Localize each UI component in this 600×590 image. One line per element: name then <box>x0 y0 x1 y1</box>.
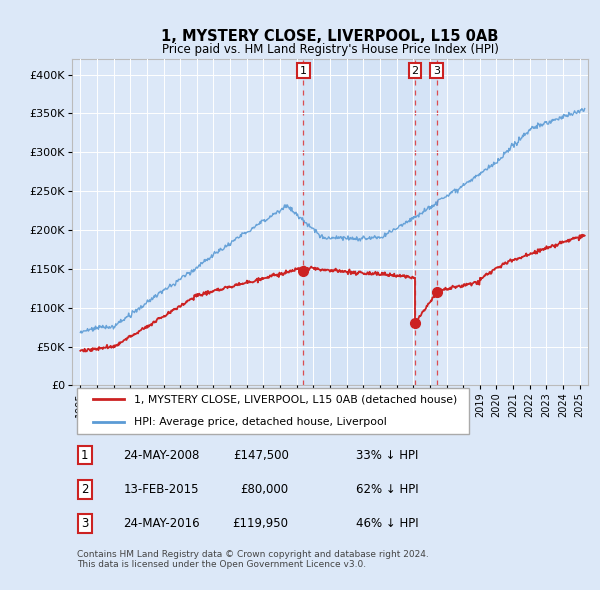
Text: £147,500: £147,500 <box>233 448 289 461</box>
Bar <box>304 59 437 385</box>
Text: 1, MYSTERY CLOSE, LIVERPOOL, L15 0AB (detached house): 1, MYSTERY CLOSE, LIVERPOOL, L15 0AB (de… <box>134 395 457 405</box>
Text: 1: 1 <box>300 65 307 76</box>
Text: 3: 3 <box>433 65 440 76</box>
Text: 1, MYSTERY CLOSE, LIVERPOOL, L15 0AB: 1, MYSTERY CLOSE, LIVERPOOL, L15 0AB <box>161 30 499 44</box>
Text: 46% ↓ HPI: 46% ↓ HPI <box>356 517 418 530</box>
Text: HPI: Average price, detached house, Liverpool: HPI: Average price, detached house, Live… <box>134 417 386 427</box>
Text: 33% ↓ HPI: 33% ↓ HPI <box>356 448 418 461</box>
Text: 3: 3 <box>81 517 89 530</box>
Text: £80,000: £80,000 <box>241 483 289 496</box>
FancyBboxPatch shape <box>77 388 469 434</box>
Text: 62% ↓ HPI: 62% ↓ HPI <box>356 483 418 496</box>
Text: 13-FEB-2015: 13-FEB-2015 <box>124 483 199 496</box>
Text: 1: 1 <box>81 448 89 461</box>
Text: Price paid vs. HM Land Registry's House Price Index (HPI): Price paid vs. HM Land Registry's House … <box>161 43 499 56</box>
Text: 24-MAY-2008: 24-MAY-2008 <box>124 448 200 461</box>
Text: 2: 2 <box>81 483 89 496</box>
Text: Contains HM Land Registry data © Crown copyright and database right 2024.
This d: Contains HM Land Registry data © Crown c… <box>77 550 429 569</box>
Text: 24-MAY-2016: 24-MAY-2016 <box>124 517 200 530</box>
Text: 2: 2 <box>412 65 418 76</box>
Text: £119,950: £119,950 <box>233 517 289 530</box>
